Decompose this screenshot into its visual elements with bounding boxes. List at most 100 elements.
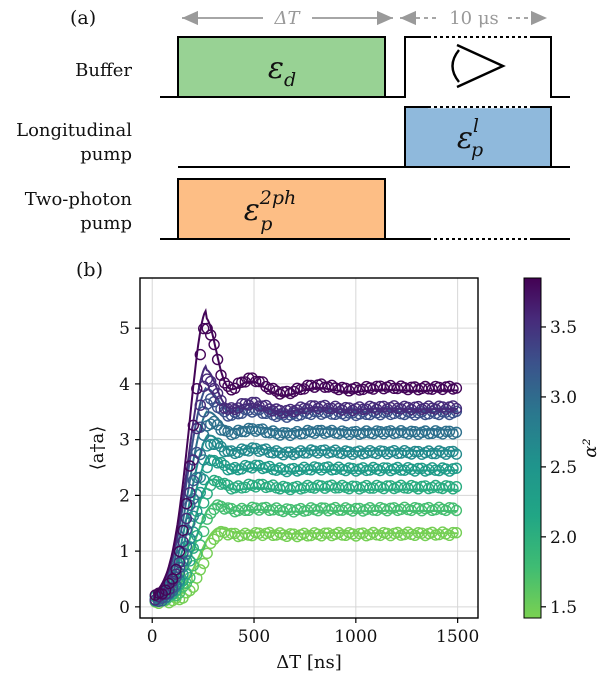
data-point (173, 545, 186, 558)
series (149, 307, 463, 601)
y-tick-label: 2 (119, 486, 130, 506)
data-point (218, 445, 231, 458)
colorbar-ticks: 1.5 2.0 2.5 3.0 3.5 (541, 318, 577, 618)
y-tick-label: 0 (119, 598, 130, 618)
data-point (450, 504, 463, 517)
data-point (187, 510, 200, 522)
series-layer (149, 307, 463, 609)
colorbar-tick-label: 2.5 (550, 458, 577, 478)
data-point (450, 448, 463, 460)
data-point (215, 500, 227, 512)
data-point (208, 415, 220, 428)
data-point (180, 498, 193, 510)
channel-two-photon-name-2: pump (80, 213, 132, 234)
x-tick-label: 0 (147, 627, 158, 647)
data-point (204, 375, 217, 388)
data-point (156, 588, 168, 600)
x-axis: 0 500 1000 1500 (147, 618, 479, 647)
data-point (187, 474, 200, 487)
series (149, 364, 463, 606)
x-tick-label: 1500 (436, 627, 479, 647)
data-point (184, 460, 196, 472)
data-point (208, 338, 220, 351)
readout-duration-label: 10 μs (449, 8, 499, 29)
data-point (170, 563, 182, 576)
panel-b-label: (b) (76, 259, 103, 281)
channel-longitudinal-name-1: Longitudinal (16, 120, 132, 141)
data-point (211, 353, 224, 366)
data-point (222, 380, 234, 392)
data-point (204, 454, 217, 466)
panel-b: (b) 0 500 1000 1500 0 1 2 3 4 5 ΔT [ns] ⟨a†a⟩ 1.… (76, 259, 601, 673)
data-point (267, 382, 279, 395)
data-point (443, 446, 456, 458)
data-point (450, 426, 463, 438)
data-point (443, 502, 456, 514)
x-tick-label: 1000 (334, 627, 377, 647)
data-point (197, 557, 210, 570)
data-point (242, 372, 255, 384)
channel-two-photon-name-1: Two-photon (25, 189, 133, 210)
series (149, 453, 463, 605)
buffer-pulse-label: εd (268, 51, 296, 91)
data-point (443, 380, 456, 392)
colorbar (523, 277, 542, 619)
data-point (187, 454, 200, 466)
data-point (256, 423, 269, 435)
data-point (249, 396, 262, 409)
data-point (201, 547, 213, 559)
data-point (211, 387, 224, 400)
data-point (215, 456, 227, 469)
data-point (239, 504, 252, 516)
data-point (177, 524, 189, 537)
data-point (288, 385, 300, 398)
fit-line (153, 502, 458, 601)
delta-t-arrow: ΔT (182, 8, 393, 29)
data-point (225, 527, 238, 540)
data-point (236, 425, 248, 438)
data-point (211, 457, 224, 469)
data-point (450, 462, 463, 474)
data-point (197, 473, 210, 486)
longitudinal-pulse (404, 106, 552, 168)
data-point (253, 478, 265, 491)
data-point (184, 487, 196, 499)
data-point (249, 375, 262, 388)
data-point (225, 409, 238, 421)
colorbar-tick-label: 2.0 (550, 528, 577, 548)
fit-line (153, 386, 458, 601)
data-point (218, 377, 231, 389)
x-axis-label: ΔT [ns] (276, 652, 342, 673)
channel-buffer: Buffer εd (75, 36, 570, 98)
data-point (184, 584, 196, 597)
data-point (447, 400, 459, 412)
two-photon-pulse (177, 178, 386, 240)
data-point (253, 423, 265, 436)
y-tick-label: 3 (119, 431, 130, 451)
data-point (194, 471, 207, 483)
channel-two-photon: Two-photon pump ε2ph p (25, 178, 570, 240)
data-point (204, 418, 217, 430)
data-point (443, 425, 456, 437)
data-point (246, 396, 258, 409)
y-tick-label: 5 (119, 319, 130, 339)
data-point (194, 399, 207, 411)
two-photon-pulse-label: ε2ph p (244, 187, 297, 235)
data-point (177, 536, 189, 548)
data-point (191, 383, 203, 395)
data-point (450, 481, 463, 493)
y-axis-label: ⟨a†a⟩ (87, 426, 108, 471)
data-point (447, 502, 459, 514)
data-point (191, 530, 203, 542)
data-point (208, 533, 220, 545)
data-point (298, 402, 310, 415)
colorbar-tick-label: 1.5 (550, 598, 577, 618)
panel-a-label: (a) (70, 7, 96, 29)
data-point (211, 475, 224, 488)
data-point (447, 526, 459, 539)
series (149, 433, 463, 607)
buffer-pulse (177, 36, 386, 98)
data-point (450, 382, 463, 394)
data-point (447, 445, 459, 458)
